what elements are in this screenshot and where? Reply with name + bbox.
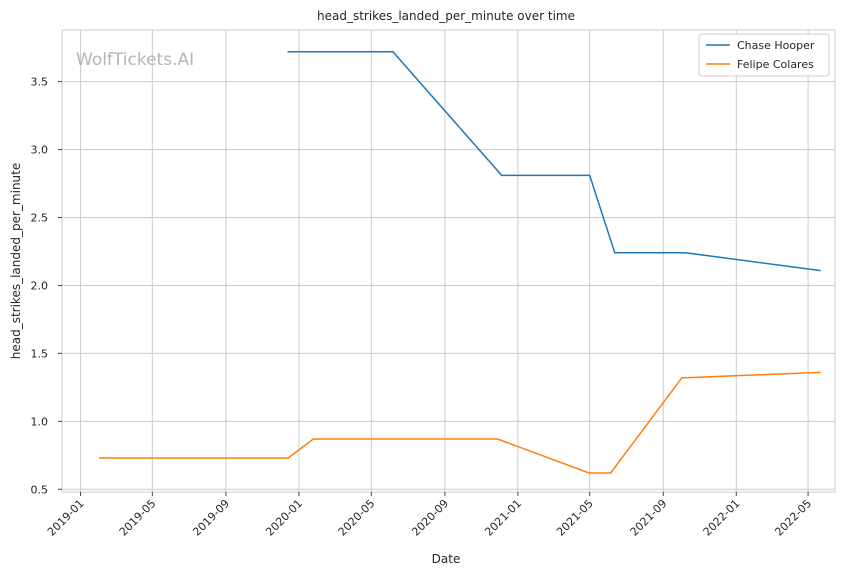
- legend-label-chase-hooper: Chase Hooper: [737, 39, 815, 52]
- data-point-chase-hooper: [685, 252, 687, 254]
- data-point-chase-hooper: [819, 269, 821, 272]
- x-axis-label: Date: [432, 552, 461, 566]
- legend-box: [698, 33, 830, 77]
- data-point-chase-hooper: [500, 174, 503, 177]
- y-tick-label: 1.5: [31, 347, 49, 360]
- data-point-felipe-colares: [681, 377, 683, 379]
- y-tick-label: 2.0: [31, 279, 49, 292]
- y-axis-label: head_strikes_landed_per_minute: [9, 163, 23, 360]
- y-tick-label: 1.0: [31, 415, 49, 428]
- legend-label-felipe-colares: Felipe Colares: [737, 58, 814, 71]
- data-point-chase-hooper: [287, 50, 290, 53]
- data-point-felipe-colares: [588, 472, 590, 474]
- data-point-felipe-colares: [287, 457, 290, 459]
- legend: Chase Hooper Felipe Colares: [698, 33, 830, 77]
- data-point-felipe-colares: [819, 371, 821, 374]
- data-point-felipe-colares: [609, 472, 612, 474]
- data-point-chase-hooper: [614, 252, 616, 254]
- series-line-felipe-colares: [99, 371, 821, 474]
- series-layer: [98, 50, 821, 474]
- y-tick-label: 3.5: [31, 76, 49, 89]
- chart-title: head_strikes_landed_per_minute over time: [317, 9, 575, 23]
- data-point-felipe-colares: [98, 457, 101, 459]
- y-tick-label: 0.5: [31, 483, 49, 496]
- y-axis-ticks: 0.5 1.0 1.5 2.0 2.5 3.0 3.5: [31, 76, 62, 496]
- watermark: WolfTickets.AI: [76, 50, 194, 70]
- data-point-felipe-colares: [312, 438, 315, 440]
- y-tick-label: 3.0: [31, 144, 49, 157]
- grid: [62, 30, 835, 492]
- data-point-chase-hooper: [588, 174, 591, 177]
- y-tick-label: 2.5: [31, 212, 49, 225]
- data-point-chase-hooper: [392, 50, 394, 53]
- plot-frame: [61, 29, 836, 493]
- data-point-felipe-colares: [496, 438, 499, 440]
